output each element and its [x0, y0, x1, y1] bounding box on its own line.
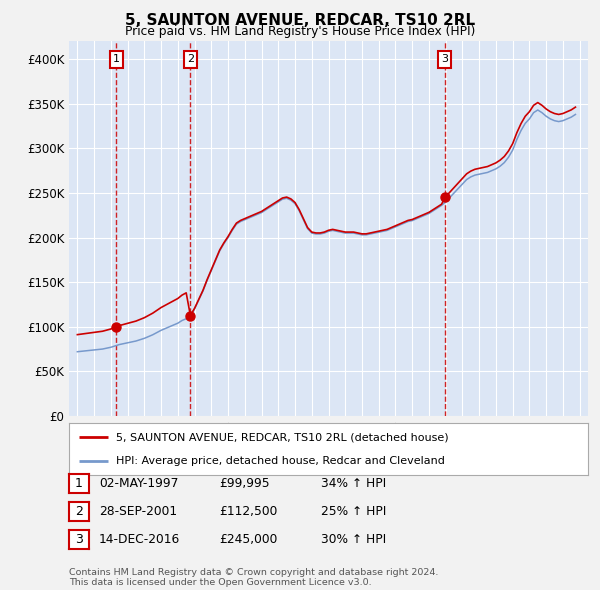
Text: £112,500: £112,500 — [219, 505, 277, 518]
Text: 34% ↑ HPI: 34% ↑ HPI — [321, 477, 386, 490]
Text: 3: 3 — [442, 54, 448, 64]
Text: £245,000: £245,000 — [219, 533, 277, 546]
Text: 28-SEP-2001: 28-SEP-2001 — [99, 505, 177, 518]
Text: 1: 1 — [75, 477, 83, 490]
Text: 3: 3 — [75, 533, 83, 546]
Text: 5, SAUNTON AVENUE, REDCAR, TS10 2RL (detached house): 5, SAUNTON AVENUE, REDCAR, TS10 2RL (det… — [116, 432, 448, 442]
Text: Price paid vs. HM Land Registry's House Price Index (HPI): Price paid vs. HM Land Registry's House … — [125, 25, 475, 38]
Text: 02-MAY-1997: 02-MAY-1997 — [99, 477, 178, 490]
Text: 2: 2 — [187, 54, 194, 64]
Text: £99,995: £99,995 — [219, 477, 269, 490]
Text: 1: 1 — [113, 54, 120, 64]
Text: Contains HM Land Registry data © Crown copyright and database right 2024.
This d: Contains HM Land Registry data © Crown c… — [69, 568, 439, 587]
Text: 25% ↑ HPI: 25% ↑ HPI — [321, 505, 386, 518]
Text: 14-DEC-2016: 14-DEC-2016 — [99, 533, 180, 546]
Text: 5, SAUNTON AVENUE, REDCAR, TS10 2RL: 5, SAUNTON AVENUE, REDCAR, TS10 2RL — [125, 13, 475, 28]
Text: 2: 2 — [75, 505, 83, 518]
Text: HPI: Average price, detached house, Redcar and Cleveland: HPI: Average price, detached house, Redc… — [116, 456, 445, 466]
Text: 30% ↑ HPI: 30% ↑ HPI — [321, 533, 386, 546]
